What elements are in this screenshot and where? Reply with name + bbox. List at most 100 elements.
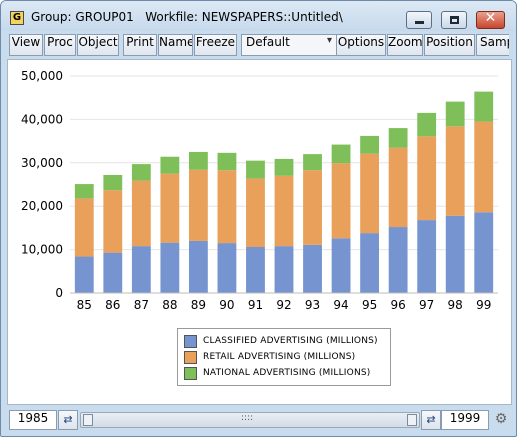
x-tick-label: 96	[390, 298, 405, 312]
freeze-button[interactable]: Freeze	[194, 34, 237, 56]
x-tick-label: 98	[448, 298, 463, 312]
view-button[interactable]: View	[9, 34, 43, 56]
chevron-down-icon: ▾	[326, 35, 332, 46]
bar-segment-1	[160, 173, 180, 243]
y-tick-label: 0	[55, 286, 63, 300]
x-tick-label: 86	[105, 298, 120, 312]
swap-end-arrows-icon[interactable]: ⇄	[421, 410, 441, 430]
legend-swatch-retail	[184, 351, 197, 364]
slider-left-handle[interactable]	[83, 414, 93, 426]
bar-segment-0	[274, 246, 294, 293]
end-year-field[interactable]: 1999	[441, 410, 489, 430]
legend-label-national: NATIONAL ADVERTISING (MILLIONS)	[203, 368, 371, 378]
x-tick-label: 95	[362, 298, 377, 312]
bar-segment-0	[160, 242, 180, 293]
position-button[interactable]: Position	[424, 34, 475, 56]
window-title: Group: GROUP01 Workfile: NEWSPAPERS::Unt…	[31, 10, 343, 24]
x-tick-label: 87	[134, 298, 149, 312]
bar-segment-1	[474, 121, 494, 213]
close-icon: ✕	[484, 10, 497, 26]
title-bar[interactable]: G Group: GROUP01 Workfile: NEWSPAPERS::U…	[1, 1, 516, 31]
zoom-button[interactable]: Zoom	[387, 34, 423, 56]
y-tick-label: 50,000	[21, 69, 63, 83]
x-tick-label: 99	[476, 298, 491, 312]
chart-legend: CLASSIFIED ADVERTISING (MILLIONS) RETAIL…	[177, 328, 391, 386]
legend-swatch-national	[184, 367, 197, 380]
x-tick-label: 85	[77, 298, 92, 312]
bar-segment-2	[103, 174, 123, 191]
proc-button[interactable]: Proc	[44, 34, 76, 56]
y-tick-label: 10,000	[21, 243, 63, 257]
bar-segment-0	[131, 246, 151, 293]
name-button[interactable]: Name	[158, 34, 193, 56]
sample-button[interactable]: Sampl	[476, 34, 509, 56]
gear-icon[interactable]: ⚙	[494, 411, 508, 427]
legend-label-retail: RETAIL ADVERTISING (MILLIONS)	[203, 352, 356, 362]
bar-segment-0	[417, 220, 437, 293]
bar-segment-2	[331, 144, 351, 164]
chart-area: 0 10,000 20,000 30,000 40,000 50,000 85 86 87 88 8…	[7, 59, 512, 405]
bar-segment-2	[188, 151, 208, 170]
bar-segment-1	[246, 178, 265, 247]
bar-segment-1	[331, 163, 351, 239]
bar-segment-0	[188, 240, 208, 293]
bar-segment-0	[331, 238, 351, 293]
x-tick-label: 89	[191, 298, 206, 312]
x-tick-label: 88	[162, 298, 177, 312]
toolbar: View Proc Object Print Name Freeze Defau…	[9, 34, 509, 56]
bar-segment-0	[474, 212, 494, 293]
object-button[interactable]: Object	[77, 34, 119, 56]
maximize-button[interactable]	[441, 11, 467, 29]
y-tick-label: 40,000	[21, 112, 63, 126]
bar-segment-0	[246, 246, 265, 293]
x-tick-label: 92	[276, 298, 291, 312]
stacked-bar-chart: 0 10,000 20,000 30,000 40,000 50,000 85 86 87 88 8…	[21, 69, 498, 312]
bar-segment-1	[131, 180, 151, 247]
template-dropdown[interactable]: Default ▾	[241, 34, 337, 56]
options-button[interactable]: Options	[336, 34, 386, 56]
bar-segment-2	[445, 101, 465, 127]
x-tick-label: 94	[333, 298, 348, 312]
bar-segment-1	[388, 147, 408, 228]
bar-segment-0	[303, 244, 322, 293]
bar-segment-1	[360, 153, 380, 234]
bar-segment-2	[360, 135, 380, 154]
close-button[interactable]: ✕	[476, 10, 505, 29]
bar-segment-2	[131, 164, 151, 181]
bar-segment-0	[445, 215, 465, 293]
bar-segment-1	[417, 136, 437, 221]
bar-segment-2	[160, 156, 180, 174]
bar-segment-1	[303, 170, 322, 245]
bar-segment-2	[74, 184, 94, 199]
minimize-button[interactable]	[406, 11, 432, 29]
sample-slider[interactable]: ::::	[80, 412, 420, 428]
y-tick-label: 30,000	[21, 156, 63, 170]
x-tick-label: 93	[305, 298, 320, 312]
bar-segment-1	[445, 126, 465, 216]
bar-segment-2	[474, 91, 494, 122]
bar-segment-2	[388, 128, 408, 148]
start-year-field[interactable]: 1985	[9, 410, 57, 430]
y-tick-label: 20,000	[21, 199, 63, 213]
bar-segment-0	[217, 243, 237, 293]
bar-segment-1	[188, 169, 208, 241]
bar-segment-1	[74, 198, 94, 257]
bar-segment-2	[417, 112, 437, 137]
slider-grip-icon: ::::	[241, 413, 254, 423]
bar-segment-2	[246, 160, 265, 179]
bar-segment-0	[74, 256, 94, 293]
bar-segment-0	[388, 227, 408, 293]
minimize-icon	[415, 21, 424, 24]
print-button[interactable]: Print	[123, 34, 157, 56]
slider-right-handle[interactable]	[407, 414, 417, 426]
bar-segment-1	[217, 170, 237, 244]
bar-segment-2	[274, 158, 294, 176]
bar-segment-0	[360, 233, 380, 293]
bar-segment-1	[103, 190, 123, 253]
bar-segment-2	[303, 154, 322, 171]
maximize-icon	[450, 16, 459, 24]
template-dropdown-value: Default	[246, 35, 290, 49]
group-app-icon: G	[10, 11, 24, 25]
swap-start-arrows-icon[interactable]: ⇄	[58, 410, 78, 430]
